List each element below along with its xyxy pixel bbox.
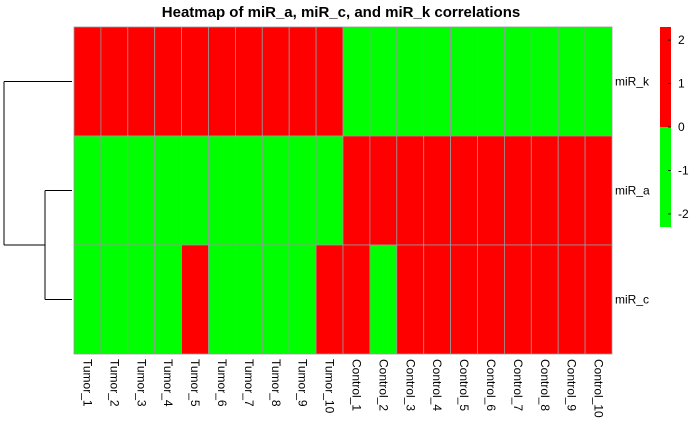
- heatmap-cell-miR_k-Control_6: [477, 26, 505, 137]
- heatmap-cell-miR_c-Tumor_4: [154, 244, 182, 355]
- heatmap-cell-miR_a-Tumor_9: [288, 135, 317, 246]
- column-label-Control_9: Control_9: [565, 359, 579, 411]
- heatmap-cell-miR_a-Control_4: [423, 135, 452, 246]
- heatmap-cell-miR_k-Control_5: [450, 26, 478, 137]
- column-label-Tumor_5: Tumor_5: [188, 359, 202, 407]
- column-label-Tumor_1: Tumor_1: [80, 359, 94, 407]
- column-label-Control_4: Control_4: [430, 359, 444, 411]
- column-label-Control_10: Control_10: [592, 359, 606, 418]
- heatmap-cell-miR_c-Control_4: [423, 244, 452, 355]
- heatmap-cell-miR_a-Control_10: [584, 135, 613, 246]
- heatmap-cell-miR_k-Control_3: [396, 26, 425, 137]
- heatmap-cell-miR_k-Tumor_7: [234, 26, 263, 137]
- heatmap-cell-miR_a-Tumor_6: [208, 135, 236, 246]
- column-label-Control_7: Control_7: [511, 359, 525, 411]
- heatmap-cell-miR_k-Tumor_8: [261, 26, 290, 137]
- column-label-Tumor_2: Tumor_2: [107, 359, 121, 407]
- column-label-Tumor_4: Tumor_4: [161, 359, 175, 407]
- column-label-Control_6: Control_6: [484, 359, 498, 411]
- column-label-Tumor_7: Tumor_7: [242, 359, 256, 407]
- heatmap-cell-miR_a-Control_2: [369, 135, 398, 246]
- heatmap-cell-miR_a-Tumor_3: [127, 135, 156, 246]
- heatmap-cell-miR_c-Control_7: [503, 244, 532, 355]
- heatmap-cell-miR_k-Control_9: [557, 26, 586, 137]
- heatmap-cell-miR_c-Tumor_9: [288, 244, 317, 355]
- heatmap-cell-miR_a-Tumor_4: [154, 135, 182, 246]
- column-label-Tumor_3: Tumor_3: [134, 359, 148, 407]
- heatmap-cell-miR_a-Control_8: [530, 135, 559, 246]
- heatmap-cell-miR_a-Tumor_1: [73, 135, 102, 246]
- heatmap-cell-miR_a-Tumor_7: [234, 135, 263, 246]
- heatmap-cell-miR_k-Control_8: [530, 26, 559, 137]
- heatmap-cell-miR_k-Tumor_2: [100, 26, 129, 137]
- row-label-miR_c: miR_c: [615, 293, 649, 307]
- column-label-Control_8: Control_8: [538, 359, 552, 411]
- heatmap-cell-miR_c-Control_5: [450, 244, 478, 355]
- heatmap-cell-miR_k-Tumor_1: [73, 26, 102, 137]
- column-label-Tumor_10: Tumor_10: [323, 359, 337, 414]
- column-label-Control_1: Control_1: [349, 359, 363, 411]
- heatmap-cell-miR_c-Control_1: [342, 244, 371, 355]
- heatmap-cell-miR_a-Control_5: [450, 135, 478, 246]
- heatmap-cell-miR_k-Control_7: [503, 26, 532, 137]
- color-legend: 2 1 0 -1 -2: [660, 27, 689, 227]
- heatmap-cell-miR_c-Tumor_10: [315, 244, 344, 355]
- heatmap-cell-miR_k-Tumor_10: [315, 26, 344, 137]
- chart-title: Heatmap of miR_a, miR_c, and miR_k corre…: [162, 4, 520, 21]
- heatmap-cell-miR_c-Tumor_6: [208, 244, 236, 355]
- column-label-Control_5: Control_5: [457, 359, 471, 411]
- row-labels: miR_k miR_a miR_c: [615, 75, 650, 307]
- heatmap-cell-miR_k-Control_1: [342, 26, 371, 137]
- column-label-Tumor_6: Tumor_6: [215, 359, 229, 407]
- heatmap-cell-miR_a-Control_1: [342, 135, 371, 246]
- row-dendrogram: [3, 81, 72, 300]
- heatmap-cell-miR_c-Tumor_5: [181, 244, 209, 355]
- legend-tick-label-2: 2: [678, 33, 685, 47]
- column-label-Control_3: Control_3: [403, 359, 417, 411]
- legend-tick-label--1: -1: [678, 163, 689, 177]
- heatmap-cell-miR_a-Tumor_5: [181, 135, 209, 246]
- heatmap-cell-miR_c-Control_10: [584, 244, 613, 355]
- heatmap-cell-miR_c-Tumor_8: [261, 244, 290, 355]
- heatmap-cell-miR_a-Control_9: [557, 135, 586, 246]
- heatmap-cell-miR_a-Tumor_10: [315, 135, 344, 246]
- heatmap-cells: [73, 26, 613, 355]
- column-label-Tumor_9: Tumor_9: [296, 359, 310, 407]
- row-label-miR_k: miR_k: [615, 75, 650, 89]
- legend-color-block-0: [660, 27, 671, 127]
- legend-tick-label-1: 1: [678, 77, 685, 91]
- heatmap-cell-miR_c-Control_6: [477, 244, 505, 355]
- column-label-Control_2: Control_2: [376, 359, 390, 411]
- heatmap-cell-miR_a-Control_3: [396, 135, 425, 246]
- row-label-miR_a: miR_a: [615, 184, 650, 198]
- heatmap-cell-miR_c-Tumor_2: [100, 244, 129, 355]
- heatmap-cell-miR_a-Tumor_8: [261, 135, 290, 246]
- heatmap-cell-miR_a-Control_6: [477, 135, 505, 246]
- heatmap-cell-miR_c-Control_8: [530, 244, 559, 355]
- heatmap-cell-miR_k-Control_10: [584, 26, 613, 137]
- heatmap-cell-miR_c-Control_3: [396, 244, 425, 355]
- heatmap-cell-miR_c-Tumor_7: [234, 244, 263, 355]
- heatmap-cell-miR_k-Tumor_5: [181, 26, 209, 137]
- column-labels: Tumor_1 Tumor_2 Tumor_3 Tumor_4 Tumor_5 Tumor…: [80, 359, 605, 418]
- heatmap-cell-miR_c-Tumor_3: [127, 244, 156, 355]
- heatmap-cell-miR_c-Control_9: [557, 244, 586, 355]
- heatmap-cell-miR_k-Tumor_4: [154, 26, 182, 137]
- column-label-Tumor_8: Tumor_8: [269, 359, 283, 407]
- heatmap-cell-miR_c-Control_2: [369, 244, 398, 355]
- legend-color-block-1: [660, 127, 671, 227]
- legend-tick-label-0: 0: [678, 120, 685, 134]
- heatmap-cell-miR_a-Control_7: [503, 135, 532, 246]
- heatmap-cell-miR_c-Tumor_1: [73, 244, 102, 355]
- heatmap-cell-miR_k-Control_2: [369, 26, 398, 137]
- heatmap-cell-miR_k-Tumor_6: [208, 26, 236, 137]
- heatmap-cell-miR_k-Control_4: [423, 26, 452, 137]
- heatmap-cell-miR_k-Tumor_3: [127, 26, 156, 137]
- heatmap-cell-miR_a-Tumor_2: [100, 135, 129, 246]
- heatmap-cell-miR_k-Tumor_9: [288, 26, 317, 137]
- legend-tick-label--2: -2: [678, 207, 689, 221]
